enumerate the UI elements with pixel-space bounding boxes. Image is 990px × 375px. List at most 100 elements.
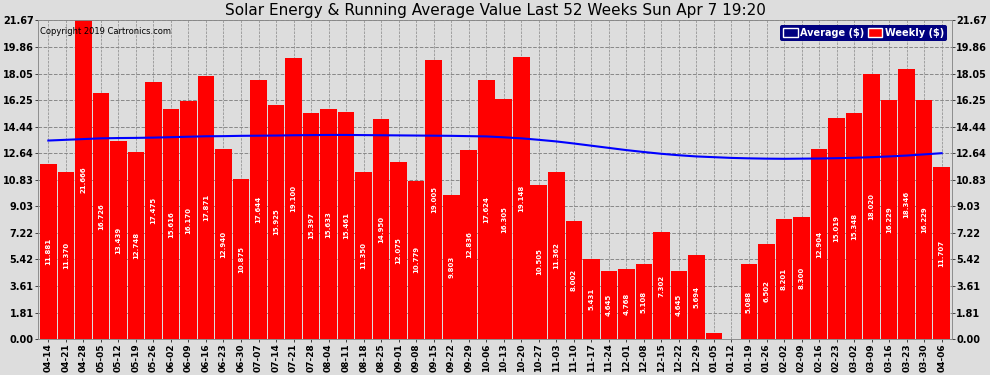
- Text: 15.616: 15.616: [168, 211, 174, 238]
- Text: 6.502: 6.502: [763, 280, 769, 302]
- Text: 11.370: 11.370: [62, 242, 69, 269]
- Bar: [548, 172, 564, 339]
- Bar: [513, 57, 530, 339]
- Bar: [863, 74, 880, 339]
- Bar: [128, 152, 145, 339]
- Bar: [408, 181, 425, 339]
- Bar: [758, 243, 775, 339]
- Text: 15.461: 15.461: [344, 212, 349, 239]
- Bar: [75, 20, 92, 339]
- Bar: [670, 271, 687, 339]
- Text: 16.229: 16.229: [886, 206, 892, 233]
- Bar: [285, 58, 302, 339]
- Text: 19.100: 19.100: [290, 185, 297, 212]
- Bar: [565, 222, 582, 339]
- Text: 15.348: 15.348: [851, 213, 857, 240]
- Text: 15.633: 15.633: [326, 211, 332, 238]
- Bar: [250, 80, 267, 339]
- Text: 15.397: 15.397: [308, 212, 314, 239]
- Bar: [636, 264, 652, 339]
- Bar: [478, 80, 495, 339]
- Text: 4.768: 4.768: [624, 293, 630, 315]
- Text: 17.644: 17.644: [255, 196, 261, 223]
- Text: 17.871: 17.871: [203, 194, 209, 221]
- Bar: [898, 69, 915, 339]
- Bar: [583, 259, 600, 339]
- Text: 13.439: 13.439: [116, 226, 122, 254]
- Text: 7.302: 7.302: [658, 274, 664, 297]
- Bar: [233, 179, 249, 339]
- Text: 19.148: 19.148: [519, 184, 525, 212]
- Text: 12.940: 12.940: [221, 230, 227, 258]
- Bar: [601, 271, 617, 339]
- Bar: [110, 141, 127, 339]
- Bar: [741, 264, 757, 339]
- Text: 19.005: 19.005: [431, 186, 437, 213]
- Text: 10.505: 10.505: [536, 249, 542, 275]
- Text: 5.694: 5.694: [693, 286, 700, 308]
- Bar: [338, 112, 354, 339]
- Bar: [162, 110, 179, 339]
- Text: 10.875: 10.875: [238, 246, 244, 273]
- Text: 12.075: 12.075: [396, 237, 402, 264]
- Text: 12.748: 12.748: [133, 232, 139, 259]
- Bar: [180, 101, 197, 339]
- Text: 8.201: 8.201: [781, 268, 787, 290]
- Bar: [495, 99, 512, 339]
- Bar: [40, 164, 56, 339]
- Text: 15.925: 15.925: [273, 209, 279, 236]
- Text: 5.088: 5.088: [746, 291, 752, 313]
- Bar: [531, 184, 547, 339]
- Text: 5.431: 5.431: [588, 288, 594, 310]
- Bar: [845, 113, 862, 339]
- Bar: [146, 82, 161, 339]
- Text: 11.881: 11.881: [46, 238, 51, 266]
- Bar: [706, 333, 723, 339]
- Text: 5.108: 5.108: [641, 291, 646, 313]
- Bar: [303, 112, 320, 339]
- Text: 16.170: 16.170: [185, 207, 191, 234]
- Bar: [829, 118, 844, 339]
- Text: 11.707: 11.707: [939, 240, 944, 267]
- Bar: [355, 172, 372, 339]
- Bar: [321, 109, 337, 339]
- Text: 8.300: 8.300: [799, 267, 805, 289]
- Text: 11.362: 11.362: [553, 242, 559, 269]
- Text: 4.645: 4.645: [606, 294, 612, 316]
- Text: 16.726: 16.726: [98, 203, 104, 229]
- Bar: [811, 149, 828, 339]
- Text: 18.020: 18.020: [868, 193, 874, 220]
- Bar: [776, 219, 792, 339]
- Title: Solar Energy & Running Average Value Last 52 Weeks Sun Apr 7 19:20: Solar Energy & Running Average Value Las…: [225, 3, 765, 18]
- Text: 4.645: 4.645: [676, 294, 682, 316]
- Bar: [390, 162, 407, 339]
- Legend: Average ($), Weekly ($): Average ($), Weekly ($): [780, 25, 947, 41]
- Bar: [934, 167, 950, 339]
- Bar: [198, 76, 214, 339]
- Text: 14.950: 14.950: [378, 216, 384, 243]
- Bar: [426, 60, 442, 339]
- Text: 9.803: 9.803: [448, 256, 454, 278]
- Text: 21.666: 21.666: [80, 166, 86, 193]
- Bar: [57, 172, 74, 339]
- Text: 8.002: 8.002: [571, 269, 577, 291]
- Text: 10.779: 10.779: [413, 246, 419, 273]
- Text: 12.836: 12.836: [465, 231, 471, 258]
- Bar: [793, 217, 810, 339]
- Bar: [443, 195, 459, 339]
- Bar: [916, 100, 933, 339]
- Bar: [688, 255, 705, 339]
- Text: 16.229: 16.229: [921, 206, 928, 233]
- Bar: [215, 149, 232, 339]
- Text: 15.019: 15.019: [834, 215, 840, 242]
- Text: 12.904: 12.904: [816, 231, 822, 258]
- Text: Copyright 2019 Cartronics.com: Copyright 2019 Cartronics.com: [40, 27, 170, 36]
- Text: 16.305: 16.305: [501, 206, 507, 232]
- Text: 17.475: 17.475: [150, 197, 156, 224]
- Text: 18.346: 18.346: [904, 190, 910, 218]
- Bar: [618, 269, 635, 339]
- Bar: [92, 93, 109, 339]
- Bar: [373, 119, 389, 339]
- Bar: [653, 232, 669, 339]
- Text: 11.350: 11.350: [360, 242, 366, 269]
